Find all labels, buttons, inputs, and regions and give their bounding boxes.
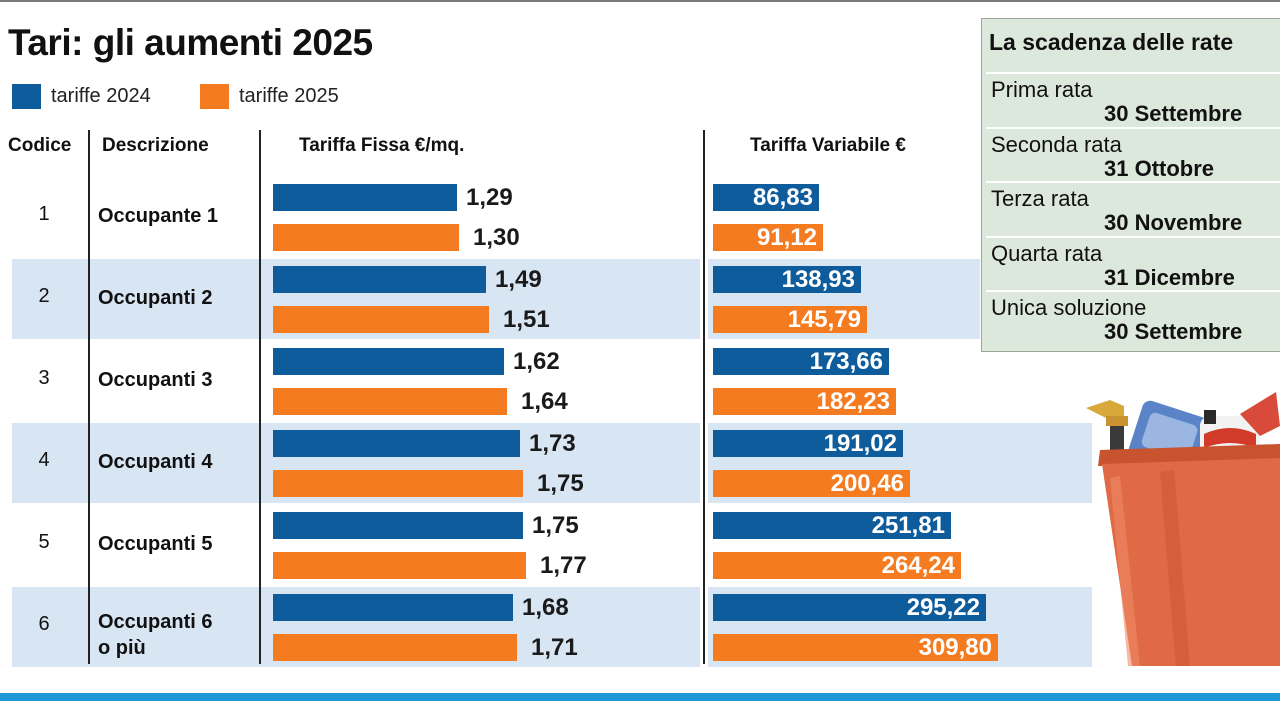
fixed-bar-2025 bbox=[273, 224, 459, 251]
legend-swatch-2024 bbox=[12, 84, 41, 109]
column-header-description: Descrizione bbox=[102, 135, 209, 156]
variable-bar-2025 bbox=[713, 306, 867, 333]
bottom-accent-line bbox=[0, 693, 1280, 701]
legend-item-2025: tariffe 2025 bbox=[200, 84, 339, 109]
deadline-label: Unica soluzione bbox=[991, 295, 1147, 320]
row-code: 3 bbox=[38, 367, 50, 389]
variable-bar-2025 bbox=[713, 634, 998, 661]
variable-bar-2024 bbox=[713, 512, 951, 539]
row-description: Occupanti 3 bbox=[98, 369, 213, 391]
fixed-bar-2024 bbox=[273, 348, 504, 375]
variable-value-label: 182,23 bbox=[816, 388, 890, 415]
variable-bar-2024 bbox=[713, 594, 986, 621]
row-code: 5 bbox=[38, 531, 50, 553]
variable-bar-2025 bbox=[713, 224, 823, 251]
variable-value-label: 86,83 bbox=[752, 184, 813, 211]
chart-title: Tari: gli aumenti 2025 bbox=[8, 22, 373, 63]
fixed-bar-2025 bbox=[273, 470, 523, 497]
row-code: 6 bbox=[38, 613, 50, 635]
variable-value-label: 191,02 bbox=[823, 430, 897, 457]
row-code: 4 bbox=[38, 449, 50, 471]
fixed-bar-2024 bbox=[273, 184, 457, 211]
legend-label-2025: tariffe 2025 bbox=[239, 85, 339, 107]
fixed-bar-2024 bbox=[273, 430, 520, 457]
variable-value-label: 145,79 bbox=[787, 306, 861, 333]
variable-bar-2024 bbox=[713, 266, 861, 293]
variable-value-label: 173,66 bbox=[809, 348, 883, 375]
deadline-date: 31 Dicembre bbox=[1104, 264, 1235, 290]
variable-bar-2025 bbox=[713, 388, 896, 415]
variable-value-label: 251,81 bbox=[871, 512, 945, 539]
fixed-bar-2024 bbox=[273, 594, 513, 621]
fixed-value-label: 1,73 bbox=[529, 430, 576, 457]
legend-swatch-2025 bbox=[200, 84, 229, 109]
column-divider bbox=[88, 130, 90, 664]
variable-value-label: 138,93 bbox=[781, 266, 855, 293]
fixed-value-label: 1,64 bbox=[521, 388, 568, 415]
deadlines-title: La scadenza delle rate bbox=[989, 29, 1234, 55]
deadline-date: 31 Ottobre bbox=[1104, 155, 1215, 181]
fixed-bar-2025 bbox=[273, 552, 526, 579]
legend-item-2024: tariffe 2024 bbox=[12, 84, 151, 109]
cleaning-basket-icon bbox=[1086, 392, 1280, 666]
fixed-value-label: 1,30 bbox=[473, 224, 520, 251]
variable-value-label: 295,22 bbox=[906, 594, 980, 621]
column-divider bbox=[259, 130, 261, 664]
fixed-bar-2024 bbox=[273, 512, 523, 539]
deadline-separator bbox=[986, 235, 1280, 238]
deadline-separator bbox=[986, 72, 1280, 74]
deadline-date: 30 Settembre bbox=[1104, 319, 1243, 344]
variable-value-label: 200,46 bbox=[830, 470, 904, 497]
row-description: Occupante 1 bbox=[98, 205, 219, 227]
variable-bar-2025 bbox=[713, 470, 910, 497]
fixed-value-label: 1,62 bbox=[513, 348, 560, 375]
fixed-value-label: 1,49 bbox=[495, 266, 542, 293]
deadline-separator bbox=[986, 290, 1280, 292]
fixed-value-label: 1,75 bbox=[532, 512, 579, 539]
column-divider bbox=[703, 130, 705, 664]
fixed-value-label: 1,29 bbox=[466, 184, 513, 211]
deadline-label: Seconda rata bbox=[991, 131, 1122, 157]
row-description: Occupanti 4 bbox=[98, 451, 213, 473]
variable-value-label: 309,80 bbox=[918, 634, 992, 661]
deadline-label: Terza rata bbox=[991, 186, 1089, 211]
variable-value-label: 264,24 bbox=[881, 552, 955, 579]
fixed-value-label: 1,71 bbox=[531, 634, 578, 661]
row-description: Occupanti 2 bbox=[98, 287, 213, 309]
deadline-label: Quarta rata bbox=[991, 240, 1103, 266]
row-description: Occupanti 6 bbox=[98, 611, 213, 633]
deadline-date: 30 Novembre bbox=[1104, 210, 1243, 235]
variable-value-label: 91,12 bbox=[756, 224, 817, 251]
row-description: o più bbox=[98, 637, 146, 659]
legend-label-2024: tariffe 2024 bbox=[51, 85, 151, 107]
fixed-value-label: 1,68 bbox=[522, 594, 569, 621]
deadline-date: 30 Settembre bbox=[1104, 101, 1243, 126]
column-header-code: Codice bbox=[8, 135, 72, 156]
row-description: Occupanti 5 bbox=[98, 533, 213, 555]
row-code: 1 bbox=[38, 203, 50, 225]
deadline-label: Prima rata bbox=[991, 77, 1093, 102]
variable-bar-2024 bbox=[713, 430, 903, 457]
fixed-bar-2024 bbox=[273, 266, 486, 293]
deadline-separator bbox=[986, 126, 1280, 129]
deadline-separator bbox=[986, 181, 1280, 183]
fixed-bar-2025 bbox=[273, 634, 517, 661]
top-divider bbox=[0, 0, 1280, 2]
fixed-value-label: 1,51 bbox=[503, 306, 550, 333]
fixed-value-label: 1,77 bbox=[540, 552, 587, 579]
variable-bar-2024 bbox=[713, 184, 819, 211]
row-code: 2 bbox=[38, 285, 50, 307]
column-header-fixed: Tariffa Fissa €/mq. bbox=[299, 135, 465, 156]
fixed-bar-2025 bbox=[273, 388, 507, 415]
variable-bar-2025 bbox=[713, 552, 961, 579]
fixed-bar-2025 bbox=[273, 306, 489, 333]
column-header-variable: Tariffa Variabile € bbox=[750, 135, 906, 156]
fixed-value-label: 1,75 bbox=[537, 470, 584, 497]
variable-bar-2024 bbox=[713, 348, 889, 375]
deadlines-panel: La scadenza delle rate Prima rata 30 Sett… bbox=[981, 18, 1280, 352]
